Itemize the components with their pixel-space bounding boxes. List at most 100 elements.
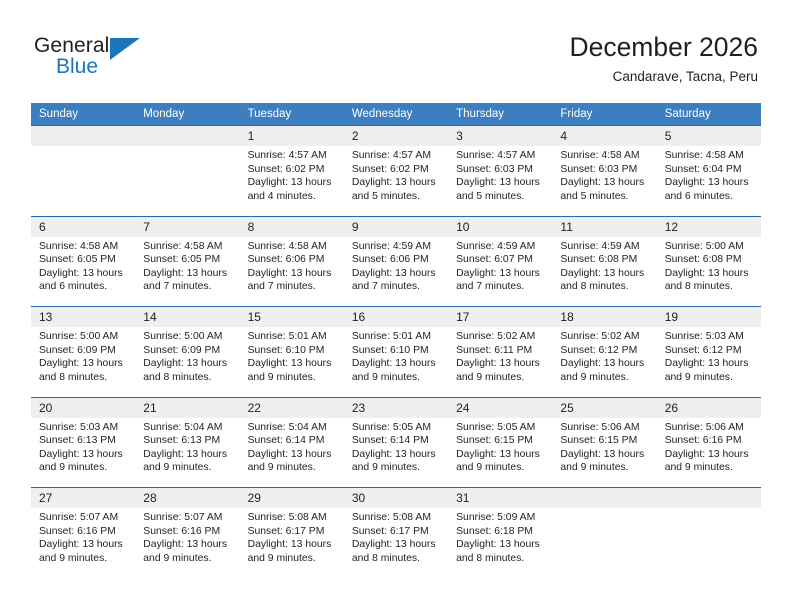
day-cell[interactable]: 23 Sunrise: 5:05 AM Sunset: 6:14 PM Dayl… [343,397,449,488]
day-details [135,146,239,149]
day-number: 3 [456,129,463,143]
sunrise-text: Sunrise: 5:02 AM [456,331,536,342]
day-details: Sunrise: 5:08 AM Sunset: 6:17 PM Dayligh… [344,508,448,565]
day-number-band: 10 [448,216,553,237]
day-details: Sunrise: 5:01 AM Sunset: 6:10 PM Dayligh… [344,327,448,384]
day-cell[interactable] [656,488,761,578]
sunrise-text: Sunrise: 5:04 AM [143,421,223,433]
day-cell[interactable]: 26 Sunrise: 5:06 AM Sunset: 6:16 PM Dayl… [656,397,761,488]
day-details: Sunrise: 4:57 AM Sunset: 6:02 PM Dayligh… [240,146,344,203]
day-cell[interactable] [135,126,240,216]
day-details: Sunrise: 5:01 AM Sunset: 6:10 PM Dayligh… [240,327,344,384]
day-cell[interactable]: 31 Sunrise: 5:09 AM Sunset: 6:18 PM Dayl… [448,488,553,578]
day-number: 26 [664,400,679,415]
sunrise-text: Sunrise: 5:03 AM [664,331,744,342]
day-cell[interactable]: 2 Sunrise: 4:57 AM Sunset: 6:02 PM Dayli… [343,126,449,216]
daylight-text-line1: Daylight: 13 hours [456,448,540,460]
day-cell[interactable]: 7 Sunrise: 4:58 AM Sunset: 6:05 PM Dayli… [135,216,240,307]
day-cell[interactable]: 4 Sunrise: 4:58 AM Sunset: 6:03 PM Dayli… [552,126,657,216]
day-cell[interactable]: 3 Sunrise: 4:57 AM Sunset: 6:03 PM Dayli… [448,126,553,216]
day-cell[interactable]: 13 Sunrise: 5:00 AM Sunset: 6:09 PM Dayl… [31,307,136,397]
week-row: 27 Sunrise: 5:07 AM Sunset: 6:16 PM Dayl… [31,487,761,578]
day-details: Sunrise: 5:00 AM Sunset: 6:09 PM Dayligh… [135,327,239,384]
location-subtitle: Candarave, Tacna, Peru [612,69,758,84]
sunset-text: Sunset: 6:14 PM [247,435,325,447]
week-row: 20 Sunrise: 5:03 AM Sunset: 6:13 PM Dayl… [31,396,761,488]
sunrise-text: Sunrise: 4:57 AM [247,150,327,161]
sunset-text: Sunset: 6:02 PM [247,163,325,175]
day-cell[interactable]: 24 Sunrise: 5:05 AM Sunset: 6:15 PM Dayl… [448,397,553,488]
day-cell[interactable]: 19 Sunrise: 5:03 AM Sunset: 6:12 PM Dayl… [656,307,761,397]
day-cell[interactable]: 17 Sunrise: 5:02 AM Sunset: 6:11 PM Dayl… [448,307,553,397]
day-cell[interactable]: 30 Sunrise: 5:08 AM Sunset: 6:17 PM Dayl… [343,488,449,578]
daylight-text-line1: Daylight: 13 hours [456,177,540,189]
day-cell[interactable]: 15 Sunrise: 5:01 AM Sunset: 6:10 PM Dayl… [239,307,344,397]
day-cell[interactable] [31,126,136,216]
daylight-text-line2: and 5 minutes. [351,190,421,202]
day-cell[interactable]: 6 Sunrise: 4:58 AM Sunset: 6:05 PM Dayli… [31,216,136,307]
day-cell[interactable]: 29 Sunrise: 5:08 AM Sunset: 6:17 PM Dayl… [239,488,344,578]
sunrise-text: Sunrise: 5:08 AM [351,512,431,523]
day-cell[interactable]: 11 Sunrise: 4:59 AM Sunset: 6:08 PM Dayl… [552,216,657,307]
general-blue-logo[interactable]: General Blue [34,34,164,86]
sunset-text: Sunset: 6:03 PM [560,163,638,175]
weekday-header-sunday: Sunday [39,108,79,120]
day-number-band: 8 [239,216,344,237]
daylight-text-line2: and 8 minutes. [456,552,525,564]
sunrise-text: Sunrise: 5:04 AM [247,421,327,433]
day-number [657,491,665,505]
day-cell[interactable]: 5 Sunrise: 4:58 AM Sunset: 6:04 PM Dayli… [656,126,761,216]
sunset-text: Sunset: 6:05 PM [143,254,221,266]
day-cell[interactable]: 14 Sunrise: 5:00 AM Sunset: 6:09 PM Dayl… [135,307,240,397]
logo-text-general: General [34,34,110,57]
day-cell[interactable] [552,488,657,578]
daylight-text-line1: Daylight: 13 hours [351,267,436,279]
day-number: 31 [456,491,470,505]
day-cell[interactable]: 1 Sunrise: 4:57 AM Sunset: 6:02 PM Dayli… [239,126,344,216]
sunrise-text: Sunrise: 5:01 AM [247,331,327,342]
daylight-text-line2: and 9 minutes. [247,371,316,383]
sunset-text: Sunset: 6:03 PM [456,163,533,175]
day-cell[interactable]: 18 Sunrise: 5:02 AM Sunset: 6:12 PM Dayl… [552,307,657,397]
daylight-text-line1: Daylight: 13 hours [351,539,436,551]
daylight-text-line1: Daylight: 13 hours [247,177,332,189]
sunrise-text: Sunrise: 5:03 AM [39,421,119,433]
day-cell[interactable]: 16 Sunrise: 5:01 AM Sunset: 6:10 PM Dayl… [343,307,449,397]
day-cell[interactable]: 20 Sunrise: 5:03 AM Sunset: 6:13 PM Dayl… [31,397,136,488]
day-number-band [31,126,136,146]
sunrise-text: Sunrise: 4:58 AM [39,240,119,252]
week-row: 13 Sunrise: 5:00 AM Sunset: 6:09 PM Dayl… [31,306,761,397]
sunset-text: Sunset: 6:10 PM [247,344,325,356]
daylight-text-line2: and 6 minutes. [39,281,108,293]
daylight-text-line2: and 7 minutes. [247,281,316,293]
day-details: Sunrise: 4:58 AM Sunset: 6:06 PM Dayligh… [240,237,344,294]
day-cell[interactable]: 10 Sunrise: 4:59 AM Sunset: 6:07 PM Dayl… [448,216,553,307]
day-cell[interactable]: 28 Sunrise: 5:07 AM Sunset: 6:16 PM Dayl… [135,488,240,578]
daylight-text-line1: Daylight: 13 hours [456,358,540,370]
daylight-text-line1: Daylight: 13 hours [143,358,228,370]
day-number-band: 13 [31,307,136,327]
day-number: 5 [664,129,672,143]
weekday-header-monday: Monday [143,108,185,120]
day-cell[interactable]: 21 Sunrise: 5:04 AM Sunset: 6:13 PM Dayl… [135,397,240,488]
daylight-text-line1: Daylight: 13 hours [456,539,540,551]
sunrise-text: Sunrise: 4:58 AM [664,150,744,161]
day-cell[interactable]: 8 Sunrise: 4:58 AM Sunset: 6:06 PM Dayli… [239,216,344,307]
day-cell[interactable]: 27 Sunrise: 5:07 AM Sunset: 6:16 PM Dayl… [31,488,136,578]
sunset-text: Sunset: 6:07 PM [456,254,533,266]
sunset-text: Sunset: 6:15 PM [456,435,533,447]
sunset-text: Sunset: 6:09 PM [143,344,221,356]
daylight-text-line1: Daylight: 13 hours [351,448,436,460]
day-number-band: 29 [239,488,344,508]
weekday-header-wednesday: Wednesday [351,108,413,120]
day-cell[interactable]: 9 Sunrise: 4:59 AM Sunset: 6:06 PM Dayli… [343,216,449,307]
day-number-band: 27 [31,488,136,508]
day-cell[interactable]: 12 Sunrise: 5:00 AM Sunset: 6:08 PM Dayl… [656,216,761,307]
sunrise-text: Sunrise: 5:05 AM [456,421,536,433]
page-header: General Blue December 2026 Candarave, Ta… [34,30,758,98]
day-cell[interactable]: 25 Sunrise: 5:06 AM Sunset: 6:15 PM Dayl… [552,397,657,488]
day-cell[interactable]: 22 Sunrise: 5:04 AM Sunset: 6:14 PM Dayl… [239,397,344,488]
day-details: Sunrise: 5:05 AM Sunset: 6:14 PM Dayligh… [344,418,448,475]
day-number: 14 [143,310,157,324]
day-details: Sunrise: 5:06 AM Sunset: 6:16 PM Dayligh… [657,418,761,475]
